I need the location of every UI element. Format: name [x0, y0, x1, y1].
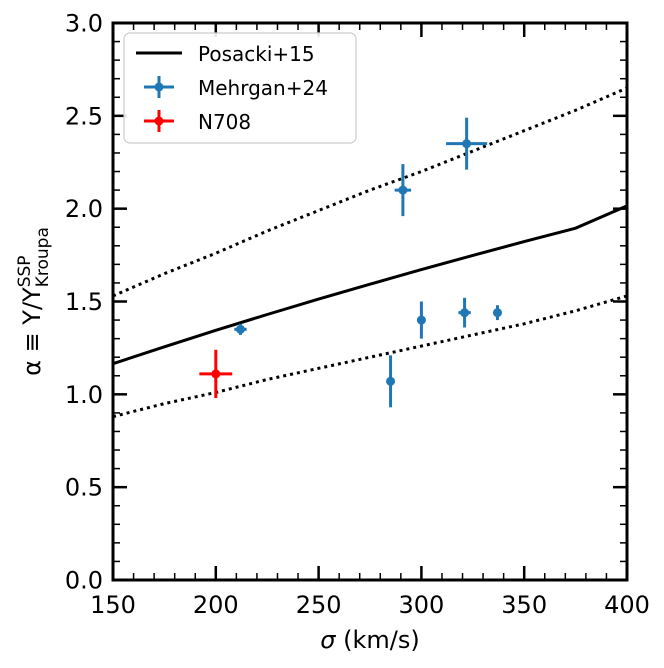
line-posacki-15	[112, 204, 628, 366]
x-tick-label: 300	[398, 591, 444, 619]
y-tick-label: 2.0	[65, 195, 103, 223]
point-mehrgan-24-0	[234, 323, 247, 335]
plot-frame	[111, 21, 629, 582]
point-mehrgan-24-5	[446, 117, 488, 170]
x-tick-label: 250	[296, 591, 342, 619]
y-axis-subscript: Kroupa	[33, 227, 53, 287]
marker	[211, 369, 221, 379]
marker	[398, 185, 408, 195]
y-axis-main: α ≡ Υ/Υ	[18, 287, 46, 376]
marker	[462, 139, 472, 149]
x-axis-unit: (km/s)	[335, 626, 419, 654]
point-mehrgan-24-4	[458, 297, 471, 328]
legend: Posacki+15 Mehrgan+24 N708	[123, 32, 357, 144]
y-axis-label: α ≡ Υ/ΥSSPKroupa	[15, 227, 53, 376]
y-tick-label: 3.0	[65, 10, 103, 38]
y-tick-label: 1.5	[65, 288, 103, 316]
legend-mark-mehrgan	[144, 76, 174, 98]
marker	[492, 308, 502, 318]
x-tick-label: 150	[90, 591, 136, 619]
line-lower-scatter	[112, 294, 628, 419]
x-tick-label: 200	[193, 591, 239, 619]
legend-marks	[136, 51, 182, 132]
y-axis-superscript: SSP	[15, 255, 35, 287]
chart-points-layer	[199, 117, 502, 408]
tick-labels-layer: 150 200 250 300 350 400 0.0 0.5 1.0 1.5 2.0 2.5 3.0	[65, 10, 650, 620]
legend-label-mehrgan: Mehrgan+24	[198, 76, 328, 100]
marker	[460, 308, 470, 318]
point-mehrgan-24-6	[492, 305, 502, 321]
chart-lines-layer	[112, 86, 628, 419]
legend-box	[123, 32, 357, 144]
x-axis-label: σ (km/s)	[320, 626, 419, 654]
marker	[416, 315, 426, 325]
point-mehrgan-24-1	[386, 355, 396, 408]
marker	[235, 324, 245, 334]
line-upper-scatter	[112, 86, 628, 298]
legend-mark-n708	[144, 110, 174, 132]
legend-label-n708: N708	[198, 110, 251, 134]
x-axis-symbol: σ	[320, 626, 336, 654]
point-n708-0	[199, 349, 233, 399]
y-tick-label: 1.0	[65, 381, 103, 409]
marker	[386, 376, 396, 386]
point-mehrgan-24-3	[416, 301, 426, 339]
y-tick-label: 0.0	[65, 567, 103, 595]
point-mehrgan-24-2	[394, 164, 412, 217]
x-tick-label: 400	[604, 591, 650, 619]
y-tick-label: 0.5	[65, 474, 103, 502]
legend-label-posacki: Posacki+15	[198, 42, 315, 66]
x-tick-label: 350	[501, 591, 547, 619]
y-tick-label: 2.5	[65, 102, 103, 130]
